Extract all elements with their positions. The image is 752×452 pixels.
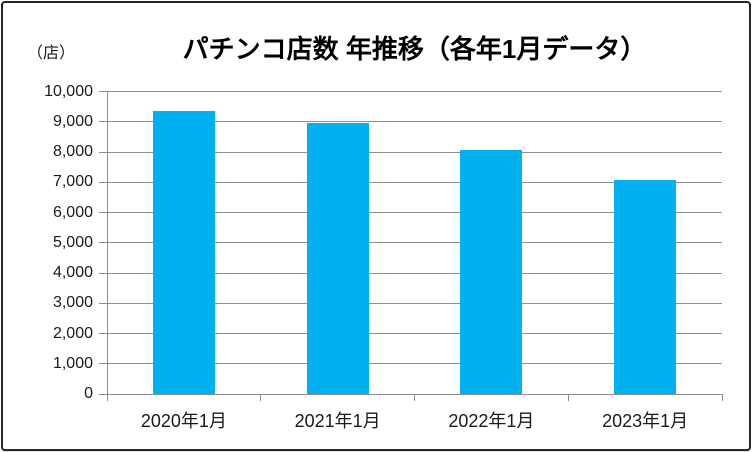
y-axis-tick-label: 2,000 <box>52 324 93 342</box>
y-axis-tick-mark <box>99 363 107 365</box>
gridline <box>107 121 722 123</box>
gridline <box>107 151 722 153</box>
gridline <box>107 363 722 365</box>
bar-2020年1月 <box>152 110 215 394</box>
y-axis-tick-label: 4,000 <box>52 264 93 281</box>
x-axis-tick-label: 2021年1月 <box>294 411 381 431</box>
y-axis-tick-label: 7,000 <box>52 173 93 191</box>
x-axis-tick-label: 2020年1月 <box>140 411 227 431</box>
y-axis-tick-label: 3,000 <box>52 294 93 312</box>
x-axis-tick-label: 2022年1月 <box>448 411 535 431</box>
gridline <box>107 333 722 334</box>
x-axis-tick-mark <box>260 394 262 401</box>
bar-2023年1月 <box>614 179 677 394</box>
y-axis-line <box>106 91 108 395</box>
gridline <box>107 181 722 183</box>
x-axis-tick-mark <box>721 394 723 401</box>
bar-2022年1月 <box>460 150 523 394</box>
bar-2021年1月 <box>306 122 369 394</box>
y-axis-tick-mark <box>99 333 107 334</box>
y-axis-tick-label: 8,000 <box>52 143 93 160</box>
gridline <box>107 242 722 244</box>
chart-title: パチンコ店数 年推移（各年1月データ） <box>182 34 647 64</box>
gridline <box>107 91 722 92</box>
y-axis-tick-label: 1,000 <box>52 354 93 372</box>
y-axis-unit-label: （店） <box>27 45 76 62</box>
y-axis-tick-mark <box>99 212 107 213</box>
y-axis-tick-mark <box>99 91 107 92</box>
y-axis-tick-mark <box>99 302 107 304</box>
y-axis-tick-label: 9,000 <box>52 112 93 130</box>
y-axis-tick-mark <box>99 393 107 395</box>
y-axis-tick-mark <box>99 242 107 244</box>
y-axis-tick-mark <box>99 181 107 183</box>
y-axis-tick-label: 10,000 <box>44 82 93 100</box>
y-axis-tick-label: 5,000 <box>52 233 93 251</box>
y-axis-tick-label: 0 <box>84 385 93 402</box>
x-axis-line <box>107 393 722 395</box>
gridline <box>107 302 722 304</box>
y-axis-tick-mark <box>99 151 107 153</box>
y-axis-tick-mark <box>99 272 107 274</box>
x-axis-tick-mark <box>414 394 415 401</box>
y-axis-tick-mark <box>99 121 107 123</box>
gridline <box>107 212 722 213</box>
x-axis-tick-label: 2023年1月 <box>602 411 689 431</box>
gridline <box>107 272 722 274</box>
x-axis-tick-mark <box>106 394 108 401</box>
plot-area <box>3 3 749 449</box>
y-axis-tick-label: 6,000 <box>52 203 93 221</box>
x-axis-tick-mark <box>567 394 569 401</box>
